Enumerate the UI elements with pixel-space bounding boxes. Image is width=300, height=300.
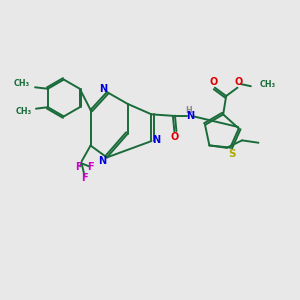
Text: N: N — [99, 84, 107, 94]
Text: F: F — [81, 173, 88, 183]
Text: CH₃: CH₃ — [15, 107, 32, 116]
Text: N: N — [152, 135, 160, 145]
Text: CH₃: CH₃ — [14, 79, 30, 88]
Text: O: O — [235, 77, 243, 87]
Text: O: O — [209, 77, 217, 87]
Text: H: H — [185, 106, 192, 115]
Text: CH₃: CH₃ — [259, 80, 275, 89]
Text: N: N — [186, 111, 194, 121]
Text: N: N — [98, 156, 106, 166]
Text: F: F — [87, 162, 94, 172]
Text: S: S — [228, 148, 236, 159]
Text: O: O — [170, 132, 178, 142]
Text: F: F — [75, 162, 82, 172]
